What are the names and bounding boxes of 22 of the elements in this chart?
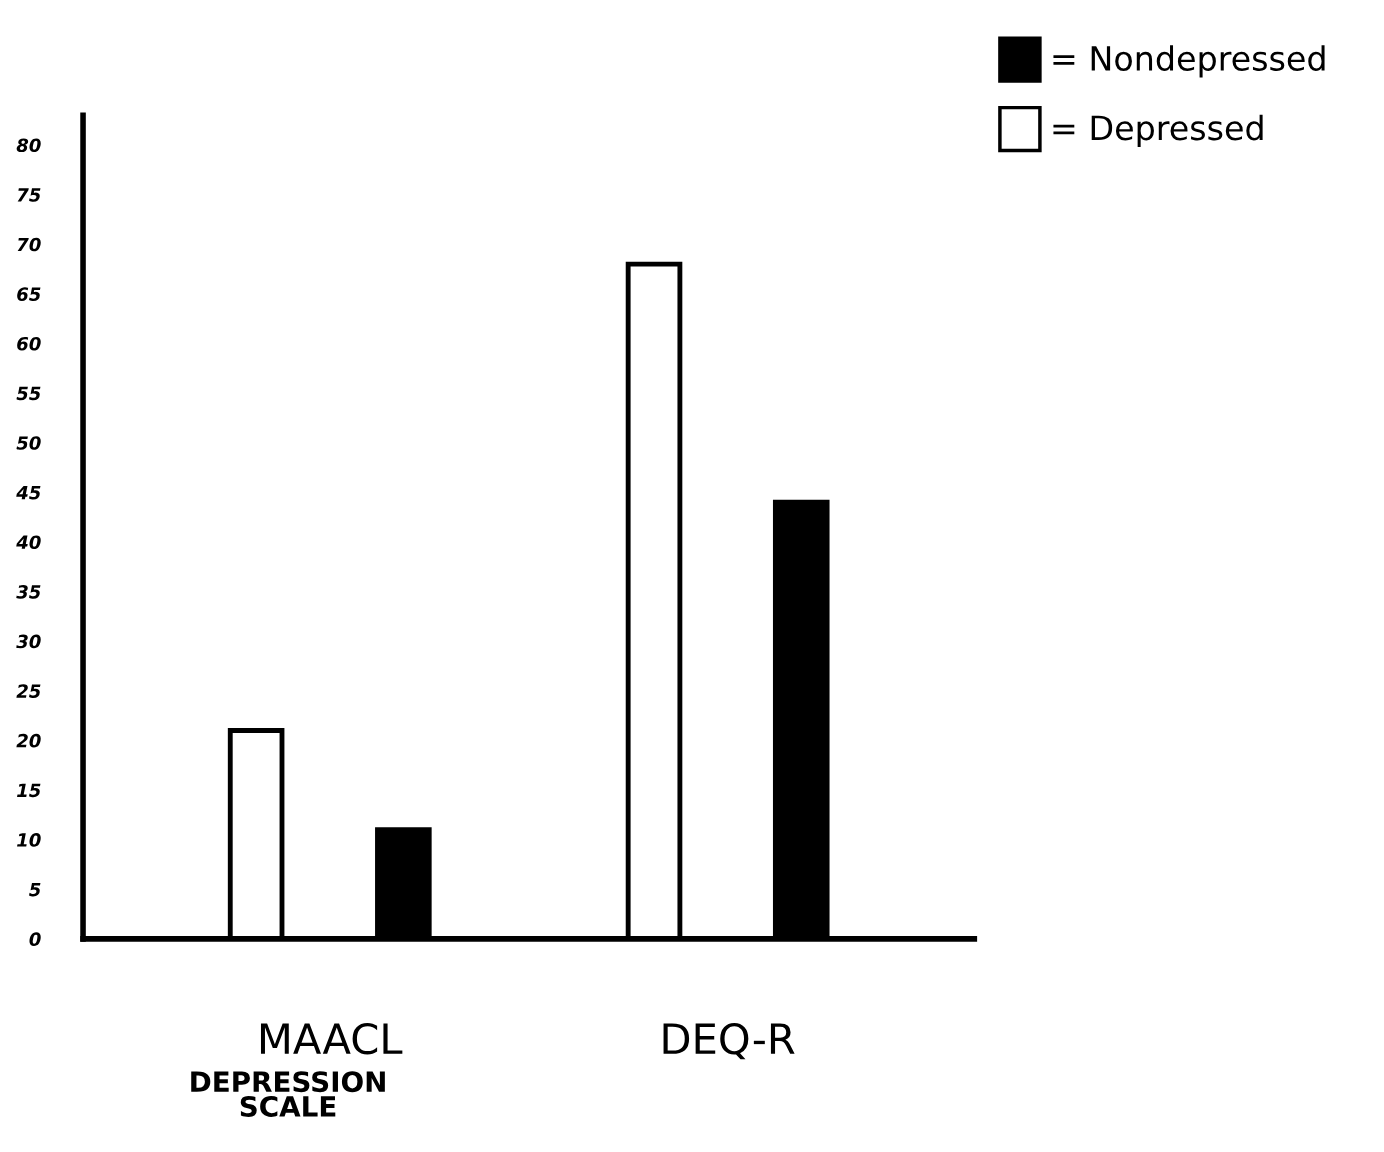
x-tick-label: DEQ-R xyxy=(663,1022,795,1060)
y-tick-label: 40 xyxy=(16,535,41,550)
y-tick-label: 35 xyxy=(16,585,41,599)
y-tick-label: 70 xyxy=(17,237,41,252)
x-axis-title: DEPRESSION SCALE xyxy=(191,1071,385,1117)
y-tick-label: 80 xyxy=(16,138,41,153)
y-tick-label: 75 xyxy=(17,188,41,202)
legend-label: = Nondepressed xyxy=(1053,45,1325,78)
y-tick-label: 5 xyxy=(29,882,41,897)
y-tick-label: 55 xyxy=(16,386,41,401)
y-tick-label: 65 xyxy=(17,287,41,301)
y-tick-label: 20 xyxy=(16,733,41,748)
y-tick-label: 30 xyxy=(16,634,41,649)
x-tick-label: MAACL xyxy=(260,1022,403,1055)
y-tick-label: 25 xyxy=(16,684,41,698)
legend-label: = Depressed xyxy=(1053,114,1263,147)
y-tick-label: 45 xyxy=(16,486,41,500)
y-tick-label: 10 xyxy=(17,833,41,847)
y-tick-label: 60 xyxy=(17,336,41,351)
y-tick-label: 15 xyxy=(17,783,41,798)
y-tick-label: 0 xyxy=(29,932,41,946)
y-tick-label: 50 xyxy=(16,436,41,450)
